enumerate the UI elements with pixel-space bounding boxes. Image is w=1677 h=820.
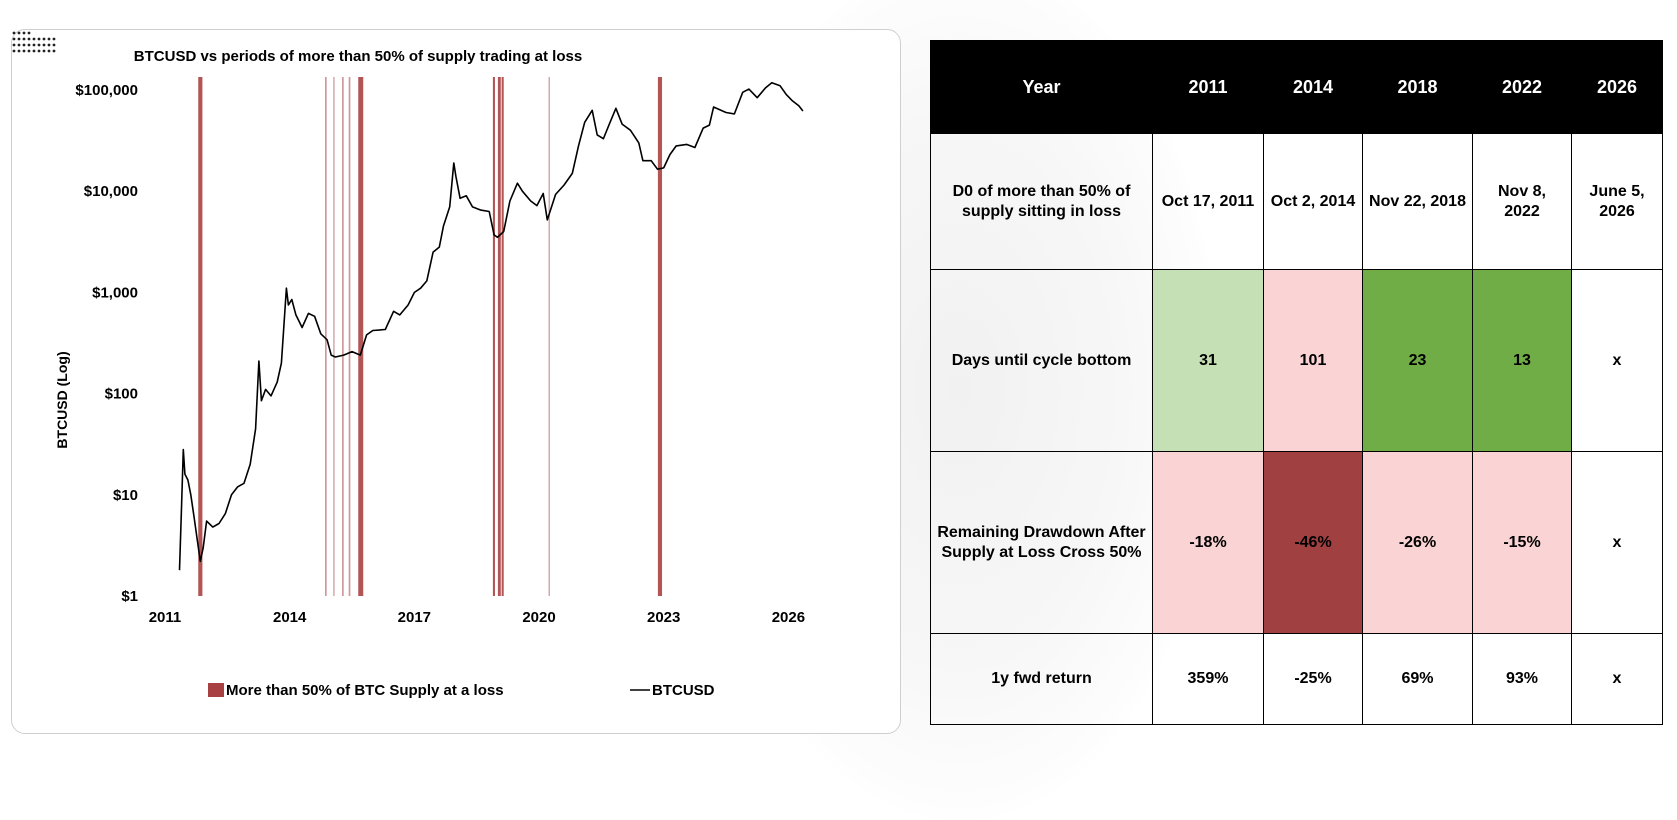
loss-period-bar-6: [492, 77, 495, 596]
y-axis-label: BTCUSD (Log): [54, 351, 70, 448]
cell-return-2014: -25%: [1263, 633, 1363, 725]
chart-card: BTCUSD vs periods of more than 50% of su…: [11, 29, 901, 734]
loss-period-bar-9: [548, 77, 550, 596]
y-tick-label: $1: [121, 588, 138, 605]
legend-label-loss: More than 50% of BTC Supply at a loss: [226, 682, 504, 699]
cell-days-2026: x: [1571, 269, 1663, 452]
cell-drawdown-2014: -46%: [1263, 451, 1363, 634]
row-label-fwd-return: 1y fwd return: [930, 633, 1153, 725]
header-2022: 2022: [1472, 40, 1572, 134]
x-tick-label: 2023: [647, 609, 680, 626]
header-2026: 2026: [1571, 40, 1663, 134]
row-label-days: Days until cycle bottom: [930, 269, 1153, 452]
cell-days-2011: 31: [1152, 269, 1264, 452]
series-layer: [178, 81, 804, 571]
loss-period-bar-7: [497, 77, 501, 596]
cell-return-2011: 359%: [1152, 633, 1264, 725]
loss-period-bar-8: [501, 77, 504, 596]
x-tick-labels: 2011 2014 2017 2020 2023 2026: [149, 609, 805, 626]
loss-period-bar-0: [198, 77, 203, 596]
y-tick-label: $10,000: [84, 183, 138, 200]
chart-title: BTCUSD vs periods of more than 50% of su…: [134, 48, 582, 65]
cell-drawdown-2011: -18%: [1152, 451, 1264, 634]
loss-period-bar-10: [657, 77, 663, 596]
y-tick-label: $1,000: [92, 284, 138, 301]
cycle-comparison-table: Year 2011 2014 2018 2022 2026 D0 of more…: [930, 40, 1663, 725]
legend-label-btc: BTCUSD: [652, 682, 715, 699]
x-tick-label: 2026: [772, 609, 805, 626]
cell-days-2018: 23: [1362, 269, 1473, 452]
loss-period-bar-1: [325, 77, 327, 596]
cell-d0-2011: Oct 17, 2011: [1152, 133, 1264, 270]
loss-period-bar-4: [348, 77, 351, 596]
brand-dots-logo: [12, 31, 56, 53]
loss-period-bar-2: [333, 77, 335, 596]
cell-d0-2018: Nov 22, 2018: [1362, 133, 1473, 270]
header-2011: 2011: [1152, 40, 1264, 134]
cell-days-2014: 101: [1263, 269, 1363, 452]
y-tick-label: $100: [105, 386, 138, 403]
cell-d0-2014: Oct 2, 2014: [1263, 133, 1363, 270]
cell-return-2018: 69%: [1362, 633, 1473, 725]
cell-return-2026: x: [1571, 633, 1663, 725]
table-header-row: Year 2011 2014 2018 2022 2026: [930, 40, 1663, 134]
cell-drawdown-2026: x: [1571, 451, 1663, 634]
legend-swatch-loss: [208, 683, 224, 697]
table-row: D0 of more than 50% of supply sitting in…: [930, 133, 1663, 270]
legend: More than 50% of BTC Supply at a loss BT…: [208, 682, 715, 699]
cell-return-2022: 93%: [1472, 633, 1572, 725]
cell-drawdown-2022: -15%: [1472, 451, 1572, 634]
btc-chart: BTCUSD vs periods of more than 50% of su…: [54, 48, 805, 699]
loss-period-bar-3: [342, 77, 344, 596]
table-row: Remaining Drawdown After Supply at Loss …: [930, 451, 1663, 634]
cell-days-2022: 13: [1472, 269, 1572, 452]
x-tick-label: 2014: [273, 609, 307, 626]
table-row: Days until cycle bottom 31 101 23 13 x: [930, 269, 1663, 452]
cell-d0-2026: June 5, 2026: [1571, 133, 1663, 270]
cell-drawdown-2018: -26%: [1362, 451, 1473, 634]
series-line-btcusd: [178, 81, 804, 571]
y-tick-label: $10: [113, 487, 138, 504]
y-tick-labels: $1 $10 $100 $1,000 $10,000 $100,000: [75, 82, 138, 605]
x-tick-label: 2020: [522, 609, 555, 626]
header-2018: 2018: [1362, 40, 1473, 134]
cell-d0-2022: Nov 8, 2022: [1472, 133, 1572, 270]
loss-period-bars: [198, 77, 663, 596]
y-tick-label: $100,000: [75, 82, 138, 99]
header-2014: 2014: [1263, 40, 1363, 134]
row-label-d0: D0 of more than 50% of supply sitting in…: [930, 133, 1153, 270]
header-year: Year: [930, 40, 1153, 134]
x-tick-label: 2011: [149, 609, 182, 626]
row-label-drawdown: Remaining Drawdown After Supply at Loss …: [930, 451, 1153, 634]
x-tick-label: 2017: [398, 609, 431, 626]
loss-period-bar-5: [358, 77, 364, 596]
table-row: 1y fwd return 359% -25% 69% 93% x: [930, 633, 1663, 725]
